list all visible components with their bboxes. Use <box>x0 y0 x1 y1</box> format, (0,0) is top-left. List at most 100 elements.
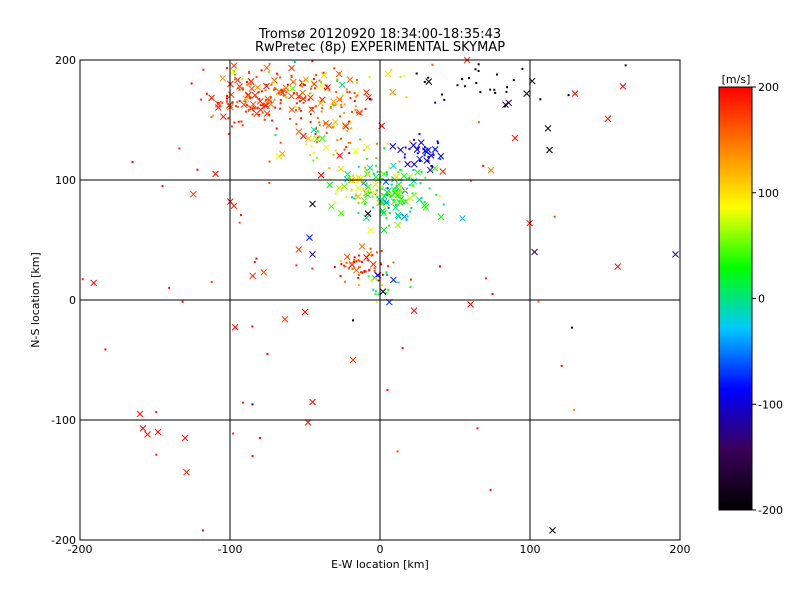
echo-dot-marker <box>467 76 470 79</box>
echo-dot-marker <box>387 201 390 204</box>
echo-dot-marker <box>347 141 350 144</box>
echo-dot-marker <box>290 75 293 78</box>
echo-cross-marker <box>394 191 402 199</box>
echo-dot-marker <box>210 281 213 284</box>
echo-cross-marker <box>305 135 312 142</box>
echo-cross-marker <box>230 62 238 70</box>
echo-dot-marker <box>267 71 270 74</box>
echo-cross-marker <box>324 84 331 91</box>
echo-dot-marker <box>301 85 304 88</box>
echo-dot-marker <box>360 260 363 263</box>
echo-dot-marker <box>431 63 434 66</box>
echo-dot-marker <box>318 121 321 124</box>
echo-dot-marker <box>244 100 247 103</box>
echo-dot-marker <box>351 196 354 199</box>
echo-dot-marker <box>293 92 296 95</box>
echo-dot-marker <box>262 106 265 109</box>
echo-dot-marker <box>405 96 408 99</box>
echo-dot-marker <box>463 85 466 88</box>
echo-dot-marker <box>390 183 393 186</box>
echo-dot-marker <box>406 215 409 218</box>
echo-dot-marker <box>355 78 358 81</box>
echo-cross-marker <box>619 83 627 90</box>
echo-dot-marker <box>361 187 364 190</box>
echo-dot-marker <box>403 202 406 205</box>
echo-dot-marker <box>435 193 438 196</box>
echo-dot-marker <box>399 200 402 203</box>
echo-dot-marker <box>477 63 480 66</box>
echo-dot-marker <box>397 281 400 284</box>
echo-dot-marker <box>408 184 411 187</box>
echo-dot-marker <box>397 171 400 174</box>
echo-dot-marker <box>381 177 384 180</box>
echo-cross-marker <box>275 152 283 160</box>
echo-dot-marker <box>370 98 373 101</box>
echo-dot-marker <box>405 219 408 222</box>
echo-dot-marker <box>309 87 312 90</box>
echo-dot-marker <box>295 123 298 126</box>
plot-frame <box>79 59 681 541</box>
echo-dot-marker <box>233 78 236 81</box>
echo-cross-marker <box>363 188 370 196</box>
echo-dot-marker <box>395 184 398 187</box>
echo-cross-marker <box>425 78 433 85</box>
echo-cross-marker <box>604 115 612 123</box>
echo-dot-marker <box>290 74 293 77</box>
echo-dot-marker <box>399 75 402 78</box>
echo-dot-marker <box>353 99 356 102</box>
echo-dot-marker <box>379 200 382 203</box>
echo-cross-marker <box>242 95 250 103</box>
echo-dot-marker <box>420 170 423 173</box>
echo-cross-marker <box>234 76 241 84</box>
echo-dot-marker <box>357 276 360 279</box>
echo-cross-marker <box>263 64 271 72</box>
echo-dot-marker <box>367 259 370 262</box>
echo-dot-marker <box>269 96 272 99</box>
echo-dot-marker <box>226 97 229 100</box>
echo-dot-marker <box>345 88 348 91</box>
echo-dot-marker <box>396 450 399 453</box>
echo-dot-marker <box>436 140 439 143</box>
echo-dot-marker <box>202 68 205 71</box>
echo-dot-marker <box>329 106 332 109</box>
echo-dot-marker <box>227 117 230 120</box>
echo-dot-marker <box>336 78 339 81</box>
echo-dot-marker <box>328 167 331 170</box>
echo-cross-marker <box>416 155 423 163</box>
echo-dot-marker <box>312 159 315 162</box>
echo-dot-marker <box>314 105 317 108</box>
echo-dot-marker <box>285 91 288 94</box>
echo-dot-marker <box>340 98 343 101</box>
echo-dot-marker <box>322 71 325 74</box>
echo-dot-marker <box>314 133 317 136</box>
echo-dot-marker <box>196 168 199 171</box>
echo-dot-marker <box>251 325 254 328</box>
echo-cross-marker <box>487 166 495 174</box>
echo-dot-marker <box>268 160 271 163</box>
echo-cross-marker <box>349 356 357 364</box>
echo-cross-marker <box>352 176 360 183</box>
echo-dot-marker <box>374 277 377 280</box>
echo-dot-marker <box>427 76 430 79</box>
echo-dot-marker <box>358 91 361 94</box>
echo-dot-marker <box>334 149 337 152</box>
echo-dot-marker <box>240 120 243 123</box>
echo-dot-marker <box>375 301 378 304</box>
echo-dot-marker <box>423 200 426 203</box>
echo-dot-marker <box>411 192 414 195</box>
echo-dot-marker <box>369 98 372 101</box>
echo-dot-marker <box>381 185 384 188</box>
echo-cross-marker <box>356 109 364 116</box>
echo-dot-marker <box>375 142 378 145</box>
echo-dot-marker <box>270 83 273 86</box>
echo-dot-marker <box>279 141 282 144</box>
echo-dot-marker <box>275 127 278 130</box>
echo-dot-marker <box>335 91 338 94</box>
echo-dot-marker <box>439 158 442 161</box>
echo-cross-marker <box>502 101 509 109</box>
echo-dot-marker <box>225 100 228 103</box>
echo-dot-marker <box>205 92 208 95</box>
echo-dot-marker <box>310 83 313 86</box>
echo-dot-marker <box>81 278 84 281</box>
echo-cross-marker <box>410 307 418 315</box>
